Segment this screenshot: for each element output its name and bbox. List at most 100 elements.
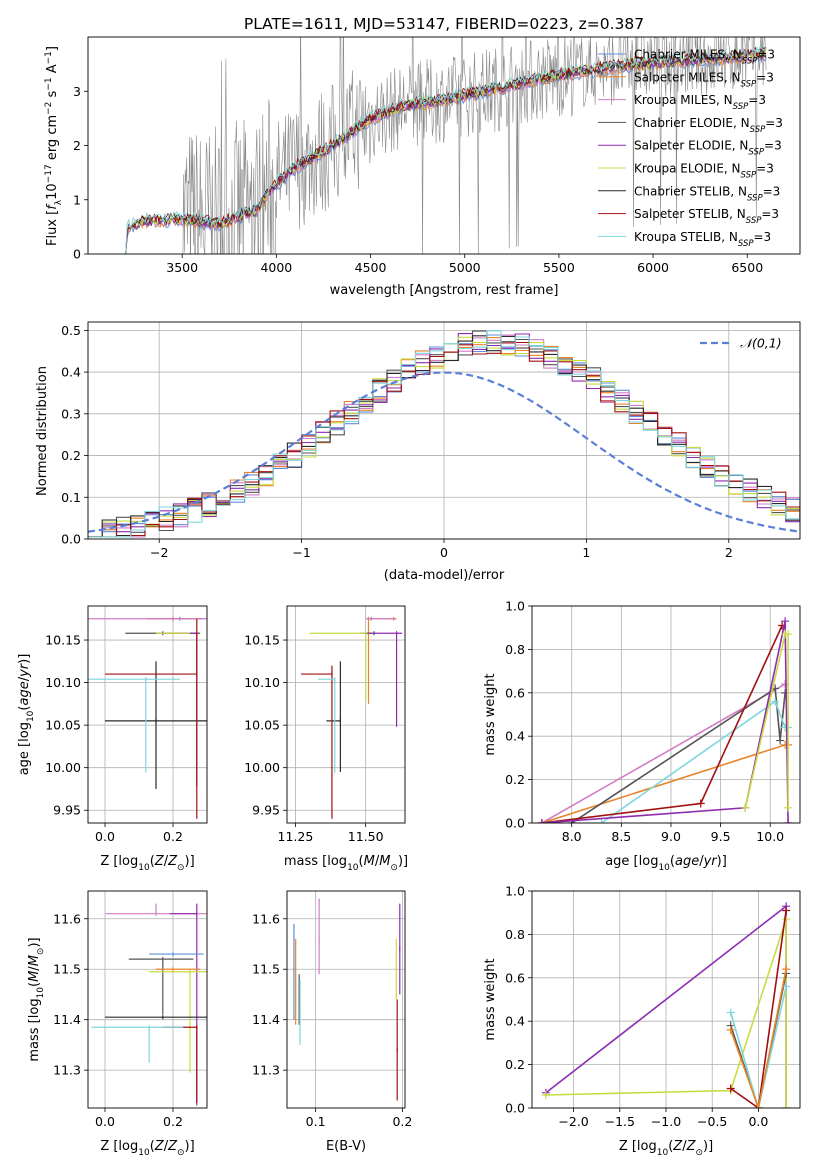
weight-line-salpeter_elodie [541, 621, 789, 823]
x-tick-label: 0.0 [95, 1114, 115, 1129]
y-tick-label: 0.3 [61, 406, 81, 421]
histogram-chabrier_miles [88, 334, 800, 538]
mass_age-xlabel: mass [log10(M/M⊙)] [284, 854, 408, 873]
y-tick-label: 1 [73, 192, 81, 207]
y-tick-label: 11.5 [53, 962, 81, 977]
weight-line-salpeter_stelib [541, 625, 783, 823]
legend-entry: Kroupa STELIB, NSSP=3 [634, 230, 771, 249]
x-tick-label: 0.2 [392, 1114, 412, 1129]
x-tick-label: 8.5 [611, 829, 631, 844]
weight-marker-kroupa_elodie [741, 803, 750, 812]
y-tick-label: 11.6 [252, 911, 280, 926]
x-tick-label: 0.0 [95, 829, 115, 844]
y-tick-label: 1.0 [505, 884, 525, 899]
weight-marker-kroupa_elodie [782, 915, 791, 924]
x-tick-label: 3500 [166, 260, 198, 275]
weight-marker-salpeter_miles [782, 965, 791, 974]
residuals-ylabel: Normed distribution [35, 366, 50, 496]
weight-marker-salpeter_miles [726, 1025, 735, 1034]
z_mass-xlabel: Z [log10(Z/Z⊙)] [100, 1139, 194, 1158]
x-tick-label: −1.5 [605, 1114, 635, 1129]
x-tick-label: 11.50 [348, 829, 384, 844]
y-tick-label: 0.4 [61, 365, 81, 380]
residual-legend: 𝒩(0,1) [700, 336, 782, 351]
legend-entry: Chabrier ELODIE, NSSP=3 [634, 116, 783, 135]
weight-marker-salpeter_elodie [784, 819, 793, 823]
legend-entry: Chabrier STELIB, NSSP=3 [634, 184, 780, 203]
x-tick-label: 2 [725, 545, 733, 560]
weight-marker-salpeter_stelib [726, 1084, 735, 1093]
weight-marker-salpeter_miles [754, 1104, 763, 1108]
y-tick-label: 10.15 [45, 633, 81, 648]
figure-title: PLATE=1611, MJD=53147, FIBERID=0223, z=0… [244, 15, 644, 33]
legend-entry: Salpeter ELODIE, NSSP=3 [634, 139, 782, 158]
histogram-chabrier_stelib [88, 335, 800, 538]
y-tick-label: 3 [73, 84, 81, 99]
y-tick-label: 10.00 [45, 760, 81, 775]
x-tick-label: −1 [292, 545, 310, 560]
y-tick-label: 10.10 [244, 675, 280, 690]
panel-ebv_mass: 0.1 0.2 11.3 11.4 11.5 11.6 E(B-V) [252, 890, 412, 1154]
plot-area-age_weight [537, 617, 793, 823]
plot-area-z_age [88, 616, 207, 819]
spectrum-legend: Chabrier MILES, NSSP=3 Salpeter MILES, NS… [598, 48, 783, 249]
axes-frame [531, 605, 801, 824]
weight-line-kroupa_stelib [729, 986, 787, 1108]
y-tick-label: 10.00 [244, 760, 280, 775]
weight-marker-kroupa_stelib [597, 819, 606, 823]
y-tick-label: 11.4 [53, 1012, 81, 1027]
axes-frame [286, 890, 406, 1109]
weight-marker-kroupa_elodie [784, 630, 793, 639]
y-tick-label: 0.8 [505, 642, 525, 657]
weight-marker-kroupa_elodie [782, 1104, 791, 1108]
weight-marker-salpeter_stelib [696, 799, 705, 808]
y-tick-label: 0.8 [505, 927, 525, 942]
age_weight-ylabel: mass weight [483, 673, 498, 755]
histogram-kroupa_stelib [88, 330, 800, 538]
y-tick-label: 11.6 [53, 911, 81, 926]
plot-area-z_weight [541, 902, 791, 1108]
weight-marker-salpeter_stelib [782, 906, 791, 915]
x-tick-label: 10.0 [756, 829, 784, 844]
y-tick-label: 9.95 [53, 803, 81, 818]
y-tick-label: 10.05 [244, 718, 280, 733]
x-tick-label: 0.2 [163, 829, 183, 844]
weight-marker-kroupa_stelib [771, 697, 780, 706]
y-tick-label: 1.0 [505, 599, 525, 614]
y-tick-label: 10.10 [45, 675, 81, 690]
y-tick-label: 0.0 [505, 1101, 525, 1116]
weight-line-salpeter_stelib [730, 910, 787, 1108]
x-tick-label: −0.5 [697, 1114, 727, 1129]
y-tick-label: 0.0 [505, 816, 525, 831]
plot-area-spectrum [125, 37, 767, 254]
weight-line-chabrier_elodie [571, 687, 786, 823]
residuals-xlabel: (data-model)/error [384, 568, 505, 583]
y-tick-label: 0.6 [505, 970, 525, 985]
weight-marker-kroupa_elodie [541, 1090, 550, 1099]
y-tick-label: 10.15 [244, 633, 280, 648]
age_weight-xlabel: age [log10(age/yr)] [605, 854, 727, 873]
x-tick-label: 9.5 [711, 829, 731, 844]
legend-entry: Kroupa ELODIE, NSSP=3 [634, 162, 774, 181]
y-tick-label: 0.5 [61, 323, 81, 338]
x-tick-label: 1 [582, 545, 590, 560]
y-tick-label: 0.0 [61, 532, 81, 547]
plot-area-residuals [88, 330, 800, 538]
legend-entry: Salpeter STELIB, NSSP=3 [634, 207, 779, 226]
spectrum-xlabel: wavelength [Angstrom, rest frame] [330, 283, 559, 298]
weight-marker-salpeter_elodie [537, 819, 546, 823]
legend-entry: 𝒩(0,1) [740, 336, 782, 351]
y-tick-label: 11.3 [252, 1063, 280, 1078]
y-tick-label: 0.4 [505, 1014, 525, 1029]
axes-frame [87, 605, 208, 824]
panel-z_age: 0.0 0.2 9.95 10.00 10.05 10.10 10.15 Z [log10(Z… [17, 605, 208, 873]
y-tick-label: 11.3 [53, 1063, 81, 1078]
y-tick-label: 11.4 [252, 1012, 280, 1027]
y-tick-label: 2 [73, 138, 81, 153]
axes-frame [87, 890, 208, 1109]
legend-entry: Salpeter MILES, NSSP=3 [634, 70, 774, 89]
x-tick-label: −1.0 [651, 1114, 681, 1129]
x-tick-label: 6500 [731, 260, 763, 275]
plot-area-ebv_mass [293, 898, 401, 1101]
